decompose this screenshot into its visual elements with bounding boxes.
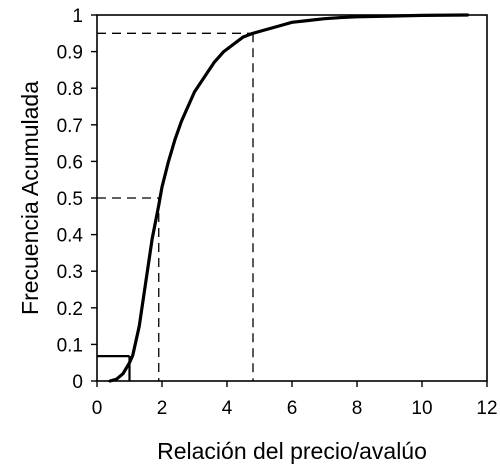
y-tick-label: 0.6 [57,152,83,173]
y-tick-label: 1 [72,6,83,27]
y-axis: 0 0.1 0.2 0.3 0.4 0.5 0.6 0.7 0.8 0.9 1 [57,6,97,393]
x-tick-label: 6 [287,398,298,419]
y-tick-label: 0.4 [57,226,84,247]
y-tick-label: 0.3 [57,262,83,283]
y-tick-label: 0.1 [57,335,83,356]
y-tick-label: 0.9 [57,43,83,64]
plot-frame [96,14,488,382]
x-axis: 0 2 4 6 8 10 12 [92,381,498,419]
x-tick-label: 12 [476,398,497,419]
x-axis-label: Relación del precio/avalúo [157,438,427,464]
y-tick-label: 0.5 [57,189,83,210]
y-tick-label: 0.7 [57,116,83,137]
y-tick-label: 0.8 [57,79,83,100]
x-tick-label: 0 [92,398,103,419]
x-tick-label: 2 [157,398,168,419]
cumulative-curve [108,13,470,383]
y-tick-label: 0.2 [57,299,83,320]
y-tick-label: 0 [72,372,83,393]
x-tick-label: 4 [222,398,233,419]
x-tick-label: 10 [411,398,432,419]
reference-lines [97,32,254,381]
x-tick-label: 8 [352,398,363,419]
y-axis-label: Frecuencia Acumulada [17,81,43,315]
